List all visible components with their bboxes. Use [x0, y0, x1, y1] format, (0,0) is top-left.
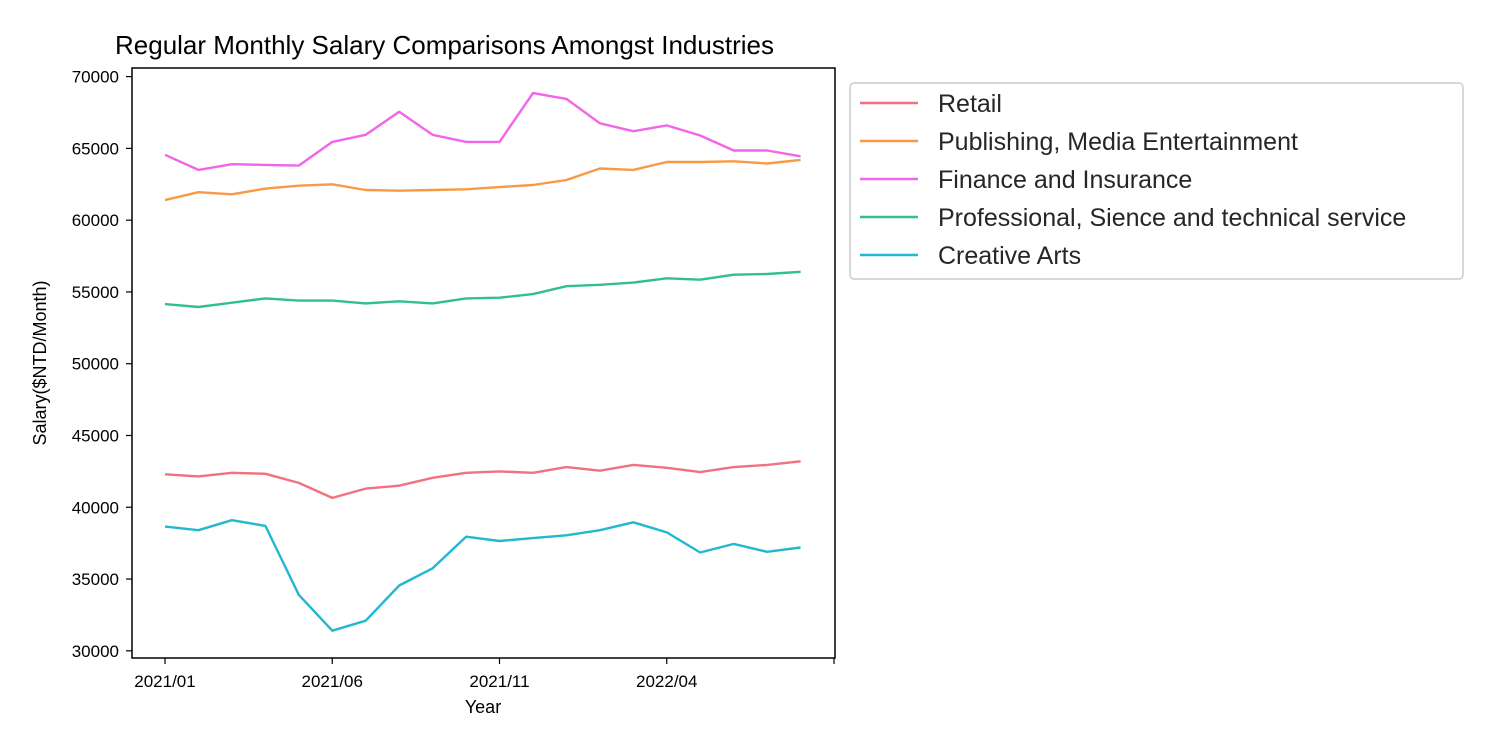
- y-tick-label: 50000: [72, 355, 119, 374]
- plot-frame: [131, 67, 836, 659]
- y-tick-label: 30000: [72, 642, 119, 661]
- y-tick-label: 40000: [72, 498, 119, 517]
- legend-label: Publishing, Media Entertainment: [938, 128, 1298, 156]
- x-axis: 2021/01 2021/06 2021/11 2022/04: [134, 658, 835, 691]
- y-axis: 30000 35000 40000 45000 50000 55000 60000 65000…: [72, 68, 132, 661]
- y-tick-label: 35000: [72, 570, 119, 589]
- legend-label: Professional, Sience and technical servi…: [938, 204, 1406, 232]
- x-tick-label: 2021/11: [469, 672, 529, 691]
- legend-label: Finance and Insurance: [938, 166, 1192, 194]
- y-tick-label: 60000: [72, 211, 119, 230]
- y-tick-label: 65000: [72, 139, 119, 158]
- plot-lines: [164, 91, 801, 632]
- x-axis-title: Year: [465, 697, 501, 717]
- y-tick-label: 55000: [72, 283, 119, 302]
- legend: Retail Publishing, Media Entertainment Fin…: [849, 82, 1464, 280]
- x-tick-label: 2022/04: [636, 672, 697, 691]
- y-tick-label: 45000: [72, 426, 119, 445]
- series-line-3: [164, 270, 801, 309]
- series-line-0: [164, 460, 801, 500]
- y-axis-title: Salary($NTD/Month): [30, 280, 50, 445]
- y-tick-label: 70000: [72, 68, 119, 87]
- legend-box: [849, 82, 1464, 280]
- x-tick-label: 2021/01: [134, 672, 195, 691]
- series-line-4: [164, 519, 801, 632]
- legend-label: Creative Arts: [938, 242, 1081, 270]
- series-line-1: [164, 158, 801, 202]
- chart-title: Regular Monthly Salary Comparisons Among…: [115, 30, 774, 60]
- x-tick-label: 2021/06: [302, 672, 363, 691]
- legend-label: Retail: [938, 90, 1002, 118]
- series-line-2: [164, 91, 801, 172]
